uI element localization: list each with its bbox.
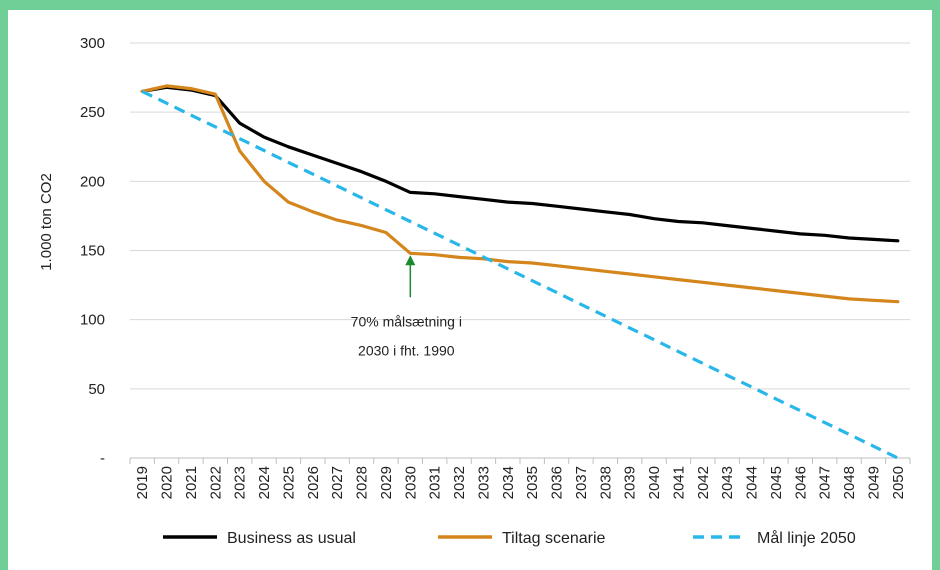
x-tick-label: 2027 — [329, 466, 346, 499]
series-line-1 — [142, 86, 898, 302]
x-tick-label: 2044 — [744, 466, 761, 499]
x-axis-ticks: 2019 2020 2021 2022 2023 2024 2025 2026 2027 2028… — [134, 466, 907, 499]
y-tick-label: 250 — [80, 104, 105, 121]
x-tick-label: 2028 — [354, 466, 371, 499]
y-tick-label: - — [100, 450, 105, 467]
x-tick-label: 2032 — [451, 466, 468, 499]
x-tick-label: 2023 — [232, 466, 249, 499]
x-tick-label: 2047 — [817, 466, 834, 499]
y-axis-label: 1.000 ton CO2 — [38, 173, 55, 271]
gridlines — [130, 43, 910, 389]
y-tick-label: 150 — [80, 243, 105, 260]
x-tick-label: 2039 — [622, 466, 639, 499]
x-tick-label: 2035 — [524, 466, 541, 499]
x-tick-label: 2036 — [549, 466, 566, 499]
y-axis-ticks: 300 250 200 150 100 50 - — [80, 35, 105, 467]
x-tick-label: 2029 — [378, 466, 395, 499]
annotation: 70% målsætning i 2030 i fht. 1990 — [351, 255, 462, 358]
x-tick-label: 2040 — [646, 466, 663, 499]
x-axis — [130, 458, 910, 464]
x-tick-label: 2022 — [207, 466, 224, 499]
series-line-0 — [142, 87, 898, 241]
x-tick-label: 2025 — [280, 466, 297, 499]
x-tick-label: 2021 — [183, 466, 200, 499]
x-tick-label: 2024 — [256, 466, 273, 499]
series-lines — [142, 86, 898, 458]
x-tick-label: 2048 — [841, 466, 858, 499]
x-tick-label: 2031 — [427, 466, 444, 499]
annotation-text-line2: 2030 i fht. 1990 — [358, 342, 455, 358]
x-tick-label: 2033 — [475, 466, 492, 499]
x-tick-label: 2042 — [695, 466, 712, 499]
y-tick-label: 100 — [80, 312, 105, 329]
x-tick-label: 2049 — [865, 466, 882, 499]
y-tick-label: 200 — [80, 173, 105, 190]
legend: Business as usual Tiltag scenarie Mål linj… — [163, 529, 856, 547]
annotation-text-line1: 70% målsætning i — [351, 313, 462, 329]
x-tick-label: 2038 — [597, 466, 614, 499]
x-tick-label: 2034 — [500, 466, 517, 499]
x-tick-label: 2019 — [134, 466, 151, 499]
y-tick-label: 50 — [88, 381, 105, 398]
y-tick-label: 300 — [80, 35, 105, 52]
x-tick-label: 2041 — [670, 466, 687, 499]
x-tick-label: 2020 — [159, 466, 176, 499]
x-tick-label: 2050 — [890, 466, 907, 499]
annotation-arrowhead — [405, 255, 415, 265]
series-line-2 — [142, 91, 898, 458]
legend-label-2: Mål linje 2050 — [757, 529, 856, 547]
x-tick-label: 2026 — [305, 466, 322, 499]
chart-panel: 300 250 200 150 100 50- 2019 2020 2021 2022 2023 2… — [8, 10, 932, 570]
x-tick-label: 2046 — [792, 466, 809, 499]
legend-label-0: Business as usual — [227, 530, 356, 547]
x-tick-label: 2043 — [719, 466, 736, 499]
x-tick-label: 2037 — [573, 466, 590, 499]
x-tick-label: 2045 — [768, 466, 785, 499]
legend-label-1: Tiltag scenarie — [502, 530, 606, 547]
x-tick-label: 2030 — [402, 466, 419, 499]
